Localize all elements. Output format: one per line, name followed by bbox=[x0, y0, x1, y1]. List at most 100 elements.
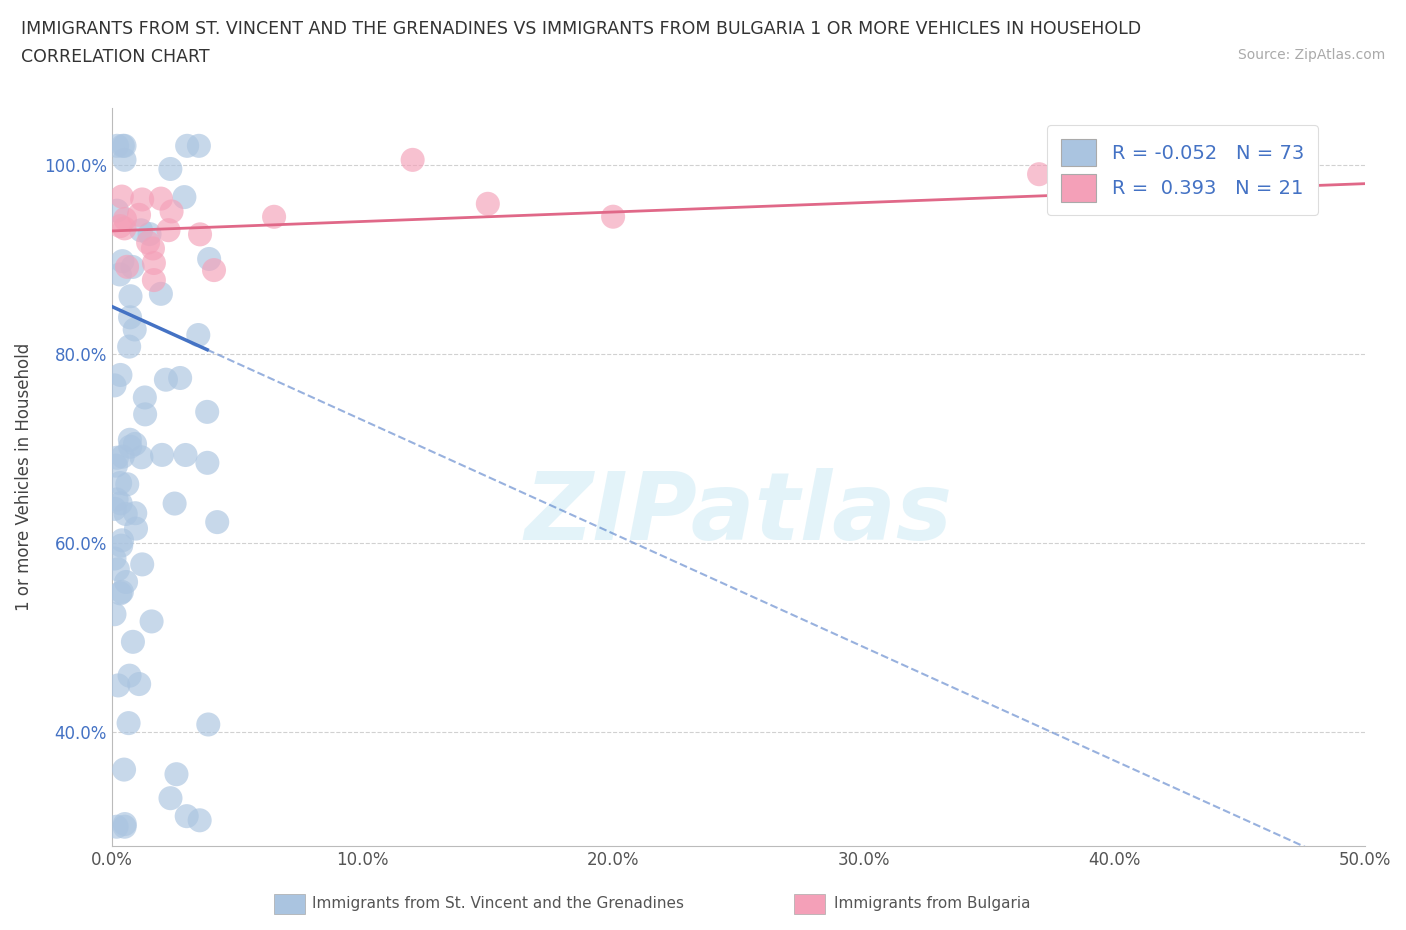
Point bbox=[188, 227, 211, 242]
Point bbox=[107, 678, 129, 693]
Point bbox=[176, 139, 198, 153]
Point bbox=[117, 477, 139, 492]
Point bbox=[111, 449, 134, 464]
Point bbox=[124, 506, 146, 521]
Point bbox=[187, 139, 209, 153]
Point bbox=[105, 819, 128, 834]
Point bbox=[114, 153, 136, 167]
Point bbox=[1028, 166, 1050, 181]
Point bbox=[103, 606, 125, 621]
Point bbox=[134, 390, 156, 405]
Point bbox=[1053, 166, 1076, 181]
Point bbox=[111, 139, 134, 153]
Point bbox=[121, 259, 143, 274]
Point bbox=[114, 139, 136, 153]
Point bbox=[105, 492, 128, 507]
Point bbox=[150, 447, 173, 462]
Point bbox=[159, 162, 181, 177]
Point bbox=[104, 458, 127, 473]
Point bbox=[108, 267, 131, 282]
Point bbox=[142, 256, 165, 271]
Point bbox=[187, 327, 209, 342]
Point bbox=[103, 551, 125, 566]
Point bbox=[401, 153, 423, 167]
Point bbox=[131, 450, 153, 465]
Point bbox=[114, 221, 136, 236]
Point bbox=[166, 766, 188, 781]
Text: Immigrants from St. Vincent and the Grenadines: Immigrants from St. Vincent and the Gren… bbox=[312, 897, 685, 911]
Point bbox=[110, 219, 132, 233]
Point bbox=[118, 432, 141, 447]
Point bbox=[157, 222, 180, 237]
Text: IMMIGRANTS FROM ST. VINCENT AND THE GRENADINES VS IMMIGRANTS FROM BULGARIA 1 OR : IMMIGRANTS FROM ST. VINCENT AND THE GREN… bbox=[21, 20, 1142, 38]
Point bbox=[105, 450, 128, 465]
Point bbox=[115, 259, 138, 274]
Point bbox=[117, 716, 139, 731]
Point bbox=[131, 557, 153, 572]
Point bbox=[141, 614, 163, 629]
Point bbox=[124, 436, 146, 451]
Point bbox=[198, 251, 221, 266]
Point bbox=[118, 669, 141, 684]
Point bbox=[120, 310, 142, 325]
Point bbox=[159, 790, 181, 805]
Point bbox=[110, 496, 132, 511]
Point bbox=[118, 339, 141, 354]
Point bbox=[120, 289, 142, 304]
Point bbox=[173, 190, 195, 205]
Point bbox=[104, 501, 127, 516]
Point bbox=[114, 507, 136, 522]
Point bbox=[188, 813, 211, 828]
Point bbox=[163, 496, 186, 511]
Point bbox=[115, 575, 138, 590]
Point bbox=[111, 254, 134, 269]
Point bbox=[197, 717, 219, 732]
Point bbox=[155, 372, 177, 387]
Point bbox=[129, 223, 152, 238]
Point bbox=[110, 367, 132, 382]
Point bbox=[110, 586, 132, 601]
Point bbox=[124, 322, 146, 337]
Text: ZIPatlas: ZIPatlas bbox=[524, 468, 952, 560]
Point bbox=[110, 538, 132, 553]
Legend: R = -0.052   N = 73, R =  0.393   N = 21: R = -0.052 N = 73, R = 0.393 N = 21 bbox=[1047, 126, 1317, 215]
Point bbox=[477, 196, 499, 211]
Point bbox=[263, 209, 285, 224]
Point bbox=[103, 378, 125, 392]
Point bbox=[176, 809, 198, 824]
Point bbox=[120, 439, 142, 454]
Text: Source: ZipAtlas.com: Source: ZipAtlas.com bbox=[1237, 48, 1385, 62]
Point bbox=[105, 139, 128, 153]
Point bbox=[107, 562, 129, 577]
Point bbox=[160, 204, 183, 219]
Point bbox=[111, 533, 134, 548]
Point bbox=[149, 192, 172, 206]
Point bbox=[134, 407, 156, 422]
Point bbox=[202, 262, 225, 277]
Point bbox=[131, 192, 153, 206]
Point bbox=[142, 272, 165, 287]
Point bbox=[114, 817, 136, 831]
Point bbox=[169, 370, 191, 385]
Point bbox=[111, 189, 134, 204]
Point bbox=[195, 405, 218, 419]
Point bbox=[114, 211, 136, 226]
Point bbox=[138, 227, 160, 242]
Point bbox=[105, 204, 128, 219]
Y-axis label: 1 or more Vehicles in Household: 1 or more Vehicles in Household bbox=[15, 342, 32, 611]
Point bbox=[114, 819, 136, 834]
Point bbox=[174, 447, 197, 462]
Point bbox=[128, 207, 150, 222]
Point bbox=[602, 209, 624, 224]
Point bbox=[205, 514, 228, 529]
Point bbox=[149, 286, 172, 301]
Point bbox=[111, 584, 134, 599]
Point bbox=[112, 763, 135, 777]
Text: CORRELATION CHART: CORRELATION CHART bbox=[21, 48, 209, 66]
Point bbox=[142, 241, 165, 256]
Point bbox=[136, 235, 159, 250]
Point bbox=[122, 634, 145, 649]
Text: Immigrants from Bulgaria: Immigrants from Bulgaria bbox=[834, 897, 1031, 911]
Point bbox=[128, 677, 150, 692]
Point bbox=[125, 521, 148, 536]
